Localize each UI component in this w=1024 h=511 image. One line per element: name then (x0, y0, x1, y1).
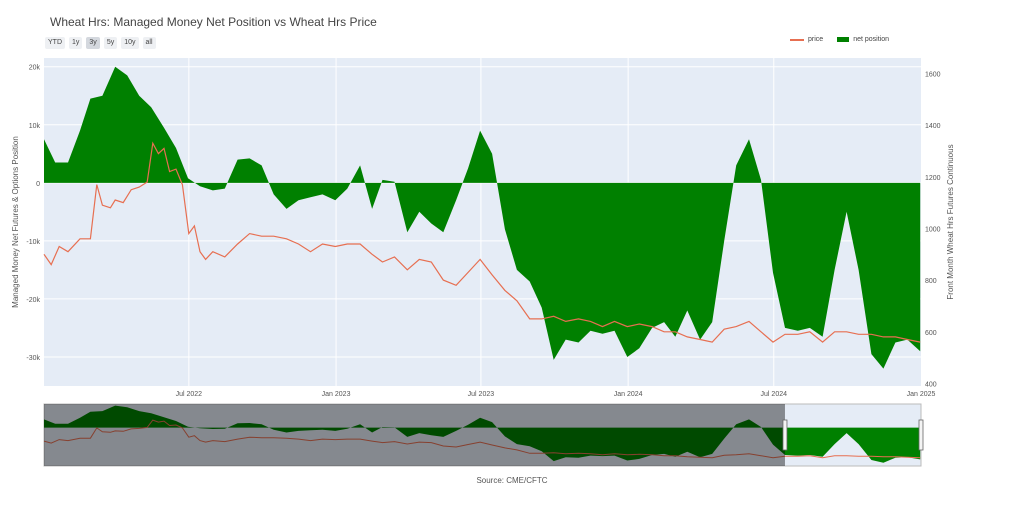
x-tick-label: Jul 2024 (761, 391, 788, 398)
chart-title: Wheat Hrs: Managed Money Net Position vs… (50, 15, 377, 29)
y-tick-label: 10k (29, 123, 41, 130)
range-button-3y[interactable]: 3y (86, 37, 100, 49)
x-tick-label: Jul 2023 (468, 391, 495, 398)
range-button-ytd[interactable]: YTD (45, 37, 65, 49)
source-note: Source: CME/CFTC (476, 476, 548, 485)
x-tick-label: Jul 2022 (176, 391, 203, 398)
range-slider-handle-left[interactable] (782, 419, 788, 451)
y2-tick-label: 1400 (925, 123, 941, 130)
x-tick-label: Jan 2023 (322, 391, 351, 398)
y-tick-label: 0 (36, 181, 40, 188)
range-slider-price-line (43, 419, 921, 459)
range-slider-handle-right[interactable] (918, 419, 924, 451)
legend-item-net-position[interactable]: net position (837, 36, 889, 43)
price-line (43, 141, 921, 343)
legend-label-net-position: net position (853, 36, 889, 43)
y-tick-label: -10k (26, 239, 40, 246)
y2-tick-label: 800 (925, 278, 937, 285)
legend-swatch-net-position (837, 37, 850, 42)
range-button-1y[interactable]: 1y (69, 37, 83, 49)
y2-tick-label: 1000 (925, 226, 941, 233)
x-tick-label: Jan 2025 (907, 391, 936, 398)
y-tick-label: -30k (26, 355, 40, 362)
legend-item-price[interactable]: price (790, 36, 823, 43)
range-button-10y[interactable]: 10y (121, 37, 139, 49)
net-position-area (44, 66, 921, 369)
y2-tick-label: 600 (925, 330, 937, 337)
range-button-5y[interactable]: 5y (103, 37, 118, 49)
y2-axis-title: Front Month Wheat Hrs Futures Continuous (946, 144, 955, 299)
legend-swatch-price (790, 38, 804, 41)
y-tick-label: 20k (29, 65, 41, 72)
range-selector: YTD 1y 3y 5y 10y all (45, 37, 156, 49)
legend-label-price: price (808, 36, 824, 43)
y-axis-title: Managed Money Net Futures & Options Posi… (11, 136, 20, 308)
y-tick-label: -20k (26, 297, 40, 304)
range-slider-mask[interactable] (44, 404, 785, 466)
chart-legend: price net position (790, 36, 889, 43)
x-tick-label: Jan 2024 (614, 391, 643, 398)
y2-tick-label: 1600 (925, 71, 941, 78)
y2-tick-label: 1200 (925, 175, 941, 182)
y2-tick-label: 400 (925, 381, 937, 388)
range-button-all[interactable]: all (142, 37, 156, 49)
range-slider-net-area (44, 405, 921, 463)
